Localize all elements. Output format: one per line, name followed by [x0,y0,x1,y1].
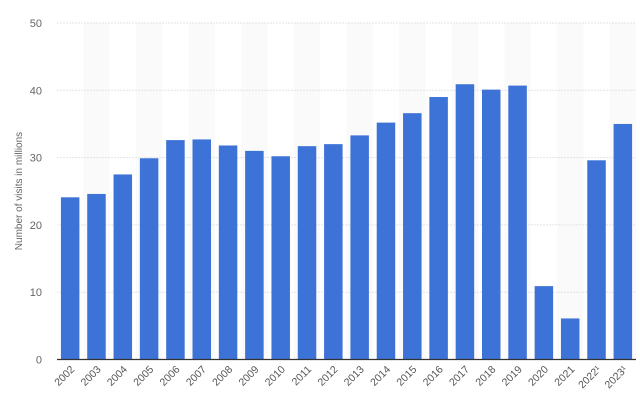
bar-2022¹[interactable]: 2022¹: 29.6 [587,160,606,360]
x-tick-label: 2018 [473,364,498,389]
bar-2007[interactable]: 2007: 32.7 [192,139,212,360]
bar-2021[interactable]: 2021: 6.1 [560,318,580,360]
bar-2011[interactable]: 2011: 31.7 [297,146,317,360]
bar-2013[interactable]: 2013: 33.3 [350,135,369,360]
x-tick-label: 2019 [500,364,525,389]
y-axis-ticks: 0 10 20 30 40 50 [30,18,42,367]
bars: 2002: 24.1 2003: 24.6 2004: 27.5 2005: 29.9… [60,84,633,360]
y-tick-label: 20 [30,220,42,232]
bar-2017[interactable]: 2017: 40.9 [455,84,475,360]
x-tick-label: 2013 [342,364,367,389]
y-tick-label: 50 [30,18,42,30]
x-tick-label: 2002 [52,364,77,389]
x-tick-label: 2007 [184,364,209,389]
bar-2010[interactable]: 2010: 30.2 [271,156,290,360]
y-axis-label: Number of visits in millions [14,132,25,250]
x-tick-label: 2017 [447,364,472,389]
x-axis-ticks: 2002 2003 2004 2005 2006 2007 2008 2009 2010 2011… [52,363,630,391]
x-tick-label: 2012 [315,364,340,389]
x-tick-label: 2004 [105,364,130,389]
bar-2020[interactable]: 2020: 10.9 [534,286,554,360]
x-tick-label: 2011 [290,364,315,389]
x-tick-label: 2010 [263,364,288,389]
bar-2008[interactable]: 2008: 31.8 [218,145,238,360]
bar-2006[interactable]: 2006: 32.6 [166,140,185,360]
bar-2016[interactable]: 2016: 39 [429,97,448,360]
bar-2014[interactable]: 2014: 35.2 [376,122,396,360]
bar-2018[interactable]: 2018: 40.1 [482,89,501,360]
bar-2023¹[interactable]: 2023¹: 35 [613,123,633,360]
x-tick-label: 2023¹ [602,363,630,391]
bar-2004[interactable]: 2004: 27.5 [113,174,133,360]
x-tick-label: 2014 [368,364,393,389]
y-tick-label: 30 [30,153,42,165]
column-band [557,23,584,360]
y-tick-label: 40 [30,85,42,97]
bar-2002[interactable]: 2002: 24.1 [60,197,80,360]
bar-2012[interactable]: 2012: 32 [324,144,343,360]
x-tick-label: 2022¹ [576,363,604,391]
x-tick-label: 2009 [237,364,262,389]
x-tick-label: 2020 [526,364,551,389]
x-tick-label: 2016 [421,364,446,389]
x-tick-label: 2006 [158,364,183,389]
x-tick-label: 2008 [210,364,235,389]
x-tick-label: 2005 [131,364,156,389]
y-tick-label: 10 [30,287,42,299]
bar-2015[interactable]: 2015: 36.6 [403,113,422,360]
bar-2005[interactable]: 2005: 29.9 [139,158,159,360]
bar-2019[interactable]: 2019: 40.7 [508,85,527,360]
x-tick-label: 2003 [79,364,104,389]
x-tick-label: 2015 [394,364,419,389]
bar-2009[interactable]: 2009: 31 [245,150,264,360]
y-tick-label: 0 [36,355,42,367]
x-tick-label: 2021 [552,364,577,389]
bar-2003[interactable]: 2003: 24.6 [87,193,106,360]
